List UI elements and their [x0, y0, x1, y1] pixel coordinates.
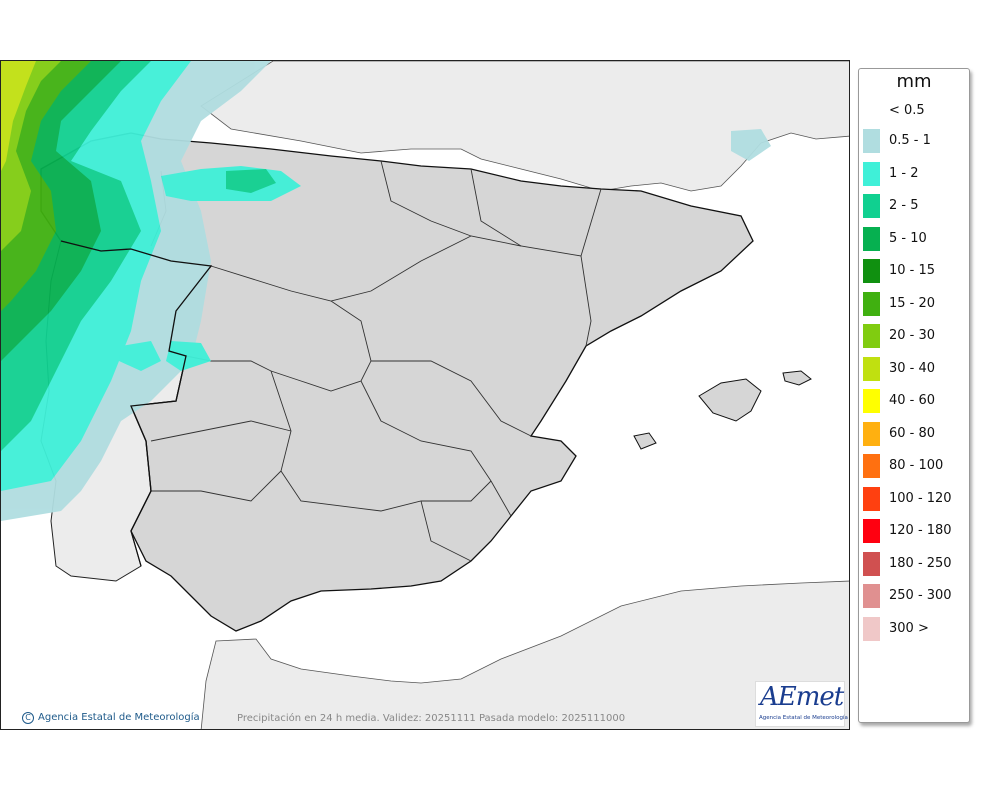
legend-label: 20 - 30 — [889, 328, 936, 343]
logo-subtitle: Agencia Estatal de Meteorología — [759, 715, 848, 721]
agency-credit: C Agencia Estatal de Meteorología — [22, 712, 200, 724]
map-frame: AEmet Agencia Estatal de Meteorología — [0, 60, 850, 730]
legend-label: 30 - 40 — [889, 360, 936, 376]
mallorca-land — [698, 378, 762, 422]
legend-label: 100 - 120 — [889, 490, 952, 506]
legend-label: 0.5 - 1 — [889, 133, 931, 148]
legend-item: 1 - 2 — [863, 161, 967, 186]
legend-label: 300 > — [889, 620, 929, 636]
legend-item: 120 - 180 — [863, 519, 967, 543]
legend-item: 0.5 - 1 — [863, 129, 967, 153]
legend-unit: mm — [896, 71, 932, 92]
legend-swatch — [863, 291, 880, 316]
legend-item: 100 - 120 — [863, 486, 967, 511]
legend-swatch — [863, 324, 880, 348]
legend-label: 5 - 10 — [889, 230, 927, 246]
legend-label: 2 - 5 — [889, 198, 919, 213]
logo-text: AEmet — [760, 682, 844, 712]
legend-item: 60 - 80 — [863, 421, 967, 446]
legend-item: 10 - 15 — [863, 259, 967, 283]
legend-label: 40 - 60 — [889, 393, 936, 408]
legend-swatch — [863, 616, 880, 641]
precipitation-field — [1, 61, 771, 521]
legend-swatch — [863, 356, 880, 381]
africa-land — [200, 580, 849, 729]
legend-item: 180 - 250 — [863, 551, 967, 576]
legend-label: 80 - 100 — [889, 458, 944, 473]
legend-item: 250 - 300 — [863, 584, 967, 608]
legend-swatch — [863, 519, 880, 543]
legend-item: 80 - 100 — [863, 454, 967, 478]
legend-swatch — [863, 129, 880, 153]
legend-swatch — [863, 226, 880, 251]
precipitation-legend: mm < 0.5 0.5 - 1 1 - 2 2 - 5 5 - 10 10 - 15 1… — [858, 68, 970, 723]
legend-swatch — [863, 486, 880, 511]
legend-swatch — [863, 454, 880, 478]
legend-item: 30 - 40 — [863, 356, 967, 381]
aemet-logo: AEmet Agencia Estatal de Meteorología — [755, 681, 848, 727]
legend-label: 250 - 300 — [889, 588, 952, 603]
france-land — [200, 61, 849, 192]
legend-swatch — [863, 259, 880, 283]
legend-label: 10 - 15 — [889, 263, 936, 278]
legend-swatch — [863, 389, 880, 413]
legend-item: 300 > — [863, 616, 967, 641]
ibiza-land — [633, 432, 657, 450]
legend-swatch — [863, 194, 880, 218]
portugal-spain-border — [60, 240, 213, 567]
legend-swatch — [863, 421, 880, 446]
legend-label: 1 - 2 — [889, 165, 919, 181]
legend-swatch — [863, 551, 880, 576]
region-borders — [150, 160, 602, 562]
legend-item: 15 - 20 — [863, 291, 967, 316]
legend-label: 60 - 80 — [889, 425, 936, 441]
menorca-land — [782, 370, 812, 386]
legend-item: 5 - 10 — [863, 226, 967, 251]
map-footer: Precipitación en 24 h media. Validez: 20… — [237, 713, 626, 724]
legend-label: 180 - 250 — [889, 555, 952, 571]
legend-label: 120 - 180 — [889, 523, 952, 538]
legend-item: 2 - 5 — [863, 194, 967, 218]
legend-swatch — [863, 584, 880, 608]
legend-swatch — [863, 161, 880, 186]
copyright-icon: C — [22, 712, 34, 724]
credit-text: Agencia Estatal de Meteorología — [38, 712, 200, 723]
legend-label: 15 - 20 — [889, 295, 936, 311]
legend-item: 40 - 60 — [863, 389, 967, 413]
legend-below-label: < 0.5 — [889, 103, 925, 118]
legend-item: 20 - 30 — [863, 324, 967, 348]
precipitation-map — [1, 61, 849, 729]
